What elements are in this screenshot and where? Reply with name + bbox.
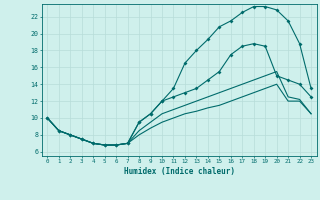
X-axis label: Humidex (Indice chaleur): Humidex (Indice chaleur)	[124, 167, 235, 176]
